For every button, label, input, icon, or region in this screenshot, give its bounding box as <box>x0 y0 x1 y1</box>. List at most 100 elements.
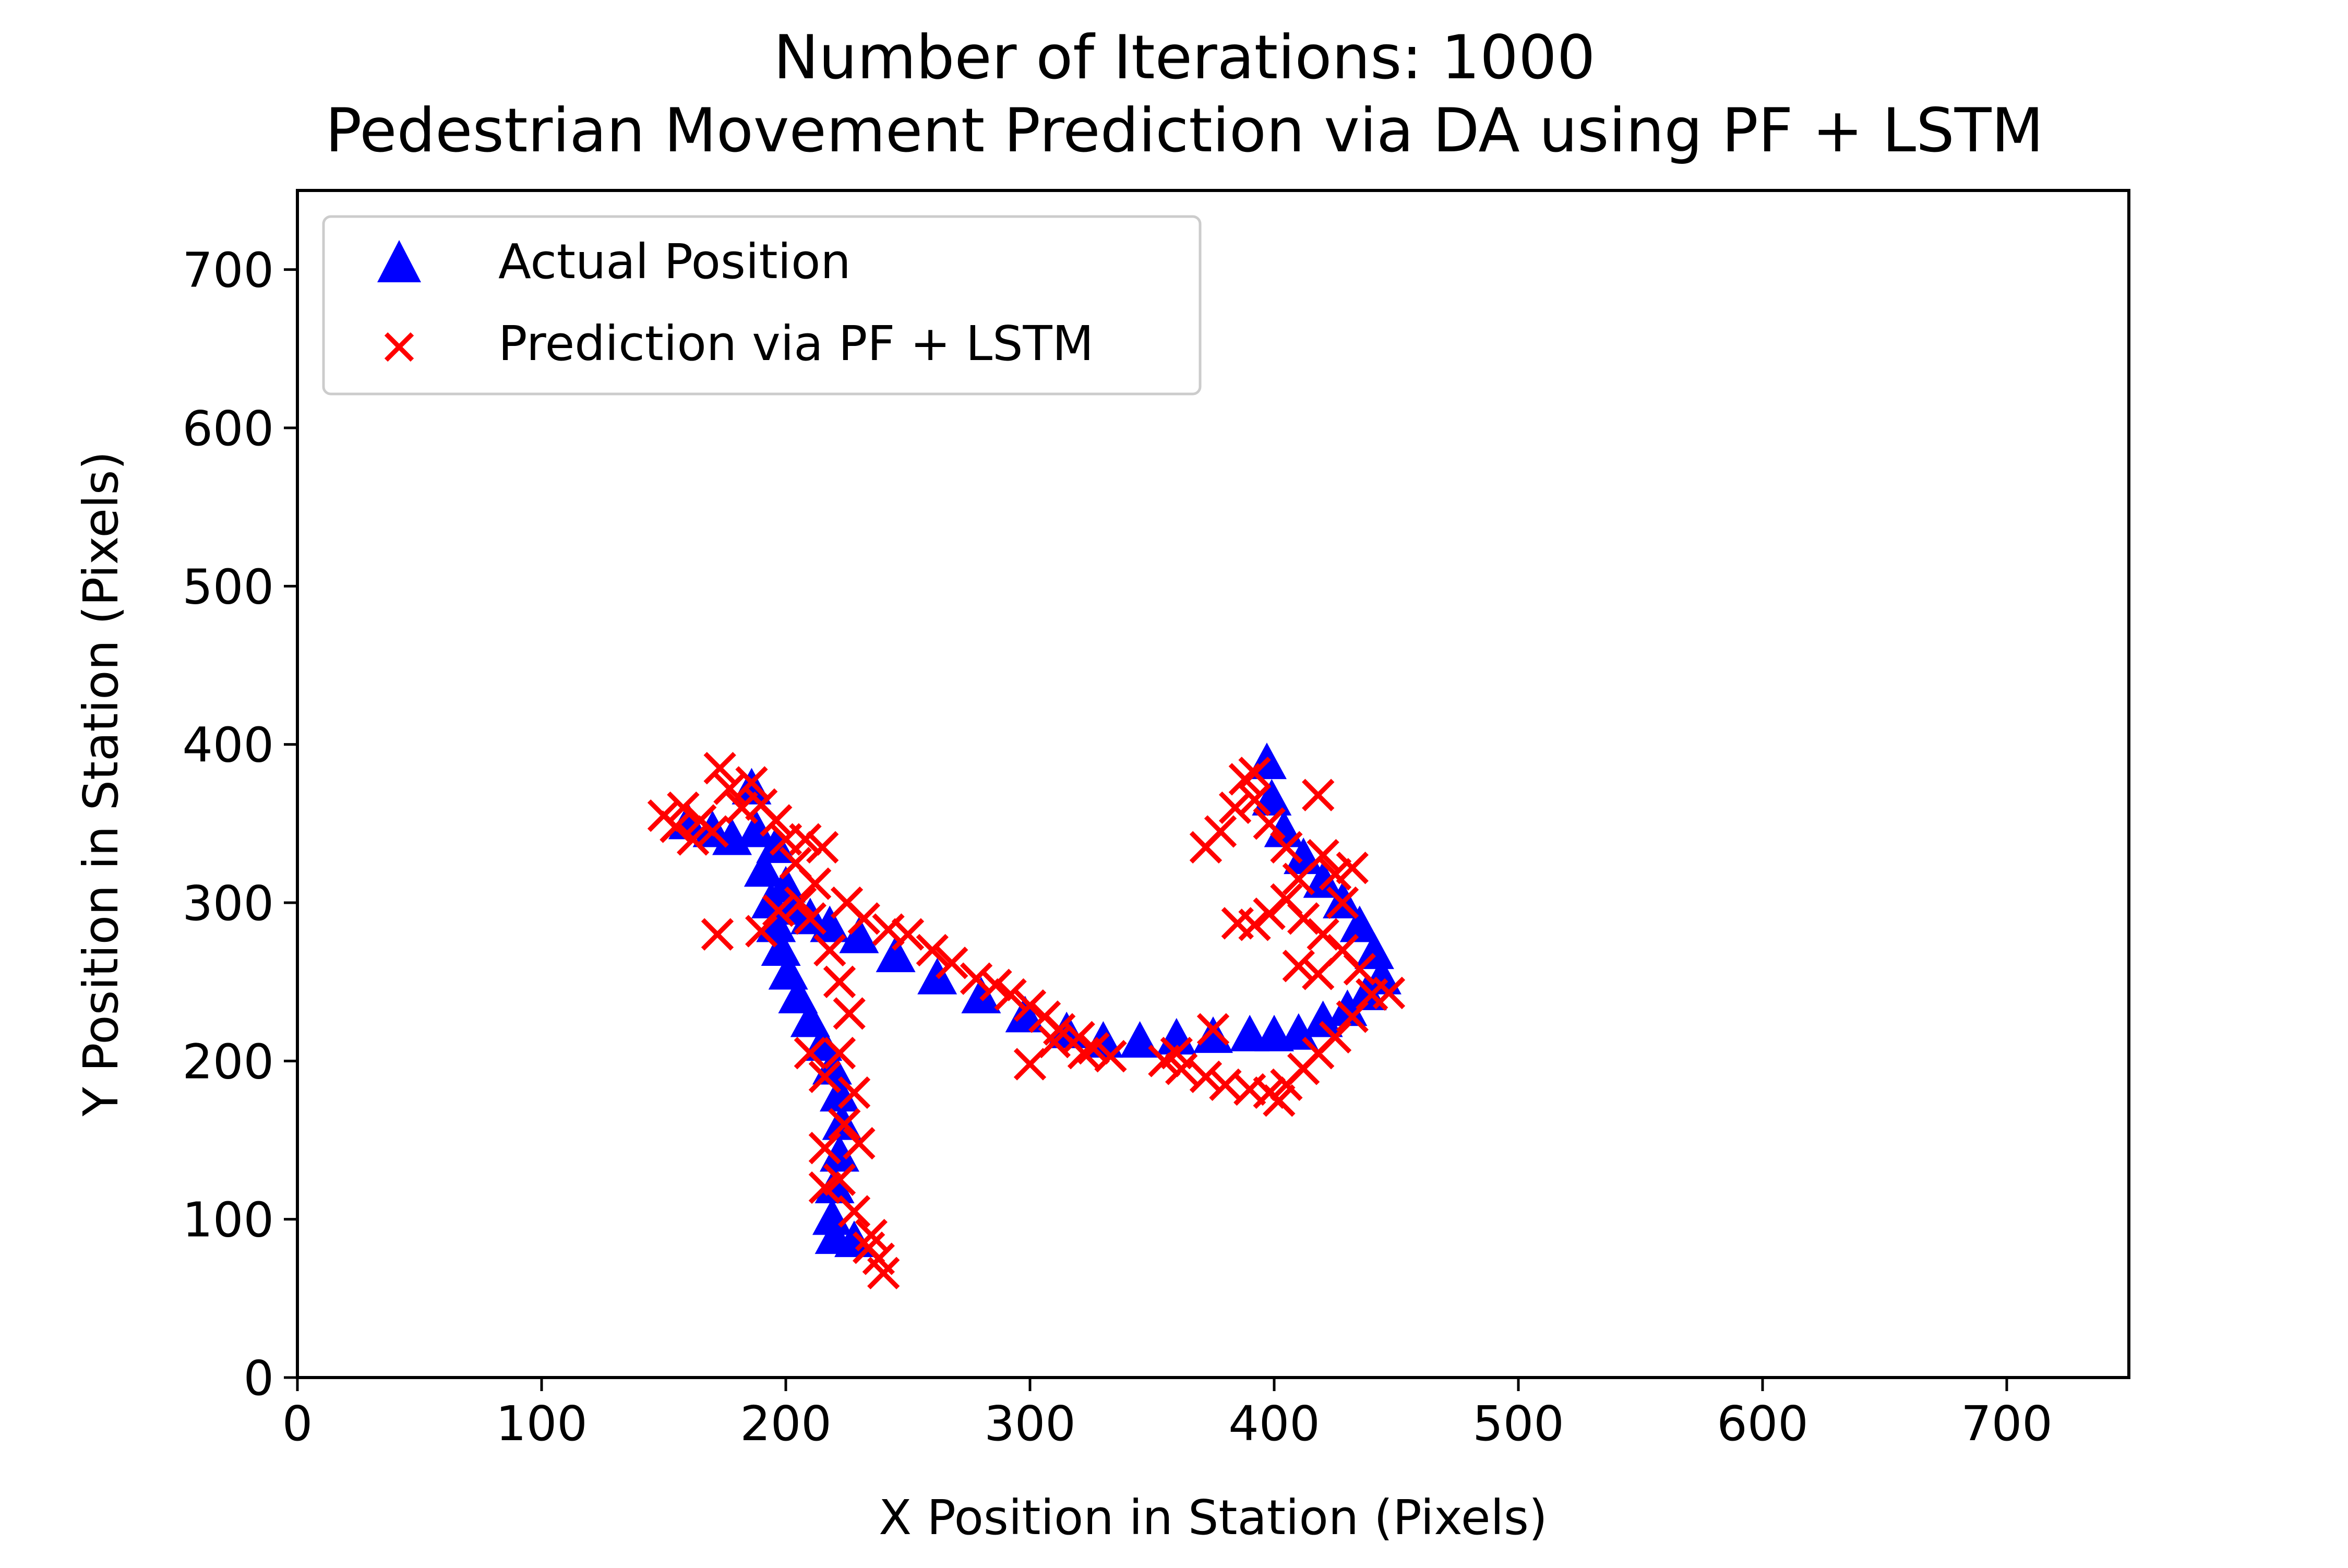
prediction-point <box>891 918 925 951</box>
prediction-stroke <box>1343 953 1376 986</box>
prediction-stroke <box>701 918 734 951</box>
prediction-stroke <box>1302 779 1335 811</box>
prediction-point <box>1013 989 1047 1022</box>
actual-position-point <box>761 929 801 966</box>
legend-label-prediction: Prediction via PF + LSTM <box>498 316 1094 372</box>
prediction-stroke <box>1282 950 1315 983</box>
prediction-point <box>1336 852 1369 884</box>
prediction-point <box>936 947 968 979</box>
prediction-point <box>1307 918 1339 951</box>
prediction-point <box>808 1131 842 1165</box>
actual-position-point <box>778 977 818 1013</box>
y-tick-label: 700 <box>182 243 274 298</box>
actual-position-point <box>1327 989 1368 1026</box>
marks-layer <box>647 743 1406 1289</box>
prediction-stroke <box>916 933 949 967</box>
prediction-point <box>1319 1021 1352 1054</box>
prediction-stroke <box>784 886 817 919</box>
prediction-stroke <box>843 1127 876 1160</box>
prediction-stroke <box>1160 1036 1193 1070</box>
prediction-stroke <box>1319 858 1352 891</box>
prediction-point <box>994 978 1027 1011</box>
y-tick-label: 500 <box>182 559 274 615</box>
prediction-point <box>1067 1036 1100 1070</box>
prediction-stroke <box>794 1036 826 1070</box>
y-tick-label: 200 <box>182 1034 274 1090</box>
prediction-point <box>760 804 793 837</box>
prediction-point <box>676 823 710 856</box>
actual-position-point <box>961 977 1001 1013</box>
x-tick-label: 700 <box>1961 1396 2053 1452</box>
prediction-stroke <box>1038 1025 1071 1059</box>
prediction-stroke <box>960 962 993 995</box>
prediction-point <box>823 965 856 998</box>
prediction-stroke <box>833 997 866 1030</box>
prediction-stroke <box>1372 976 1406 1010</box>
x-tick-label: 500 <box>1472 1396 1564 1452</box>
prediction-stroke <box>760 804 793 837</box>
prediction-point <box>806 831 839 864</box>
prediction-stroke <box>855 1218 888 1252</box>
prediction-stroke <box>745 915 778 948</box>
actual-position-point <box>834 1220 874 1258</box>
prediction-stroke <box>798 867 832 900</box>
prediction-point <box>794 902 826 935</box>
prediction-stroke <box>1218 791 1252 824</box>
prediction-point <box>713 772 746 805</box>
prediction-stroke <box>828 1108 861 1141</box>
prediction-point <box>1263 1084 1296 1117</box>
actual-position-point <box>1303 861 1343 898</box>
y-tick-label: 600 <box>182 401 274 457</box>
prediction-stroke <box>891 918 925 951</box>
prediction-stroke <box>745 788 778 821</box>
actual-position-point <box>790 1000 830 1037</box>
actual-position-point <box>839 916 879 953</box>
prediction-point <box>762 894 795 927</box>
actual-position-point <box>876 936 916 973</box>
actual-position-point <box>1339 905 1380 942</box>
prediction-point <box>703 751 736 785</box>
prediction-point <box>837 1195 871 1228</box>
prediction-stroke <box>1253 897 1286 930</box>
prediction-stroke <box>823 1036 856 1070</box>
prediction-point <box>1218 791 1252 824</box>
prediction-stroke <box>813 933 846 967</box>
prediction-point <box>1038 1025 1071 1059</box>
prediction-stroke <box>1013 989 1047 1022</box>
prediction-point <box>872 913 905 946</box>
x-tick-label: 0 <box>282 1396 313 1452</box>
prediction-stroke <box>979 968 1012 1001</box>
prediction-point <box>789 823 822 856</box>
prediction-point <box>867 1256 900 1289</box>
prediction-point <box>1228 763 1262 796</box>
prediction-point <box>813 933 846 967</box>
prediction-point <box>1282 950 1315 983</box>
prediction-point <box>1253 897 1286 930</box>
prediction-stroke <box>867 1256 900 1289</box>
prediction-point <box>1189 831 1223 864</box>
prediction-point <box>833 997 866 1030</box>
plot-frame <box>296 189 2130 1379</box>
legend-box <box>322 215 1202 396</box>
prediction-stroke <box>1238 757 1271 789</box>
prediction-stroke <box>1196 1013 1230 1046</box>
prediction-stroke <box>1189 1060 1223 1093</box>
prediction-point <box>1319 858 1352 891</box>
y-tick-label: 300 <box>182 876 274 931</box>
prediction-point <box>794 1036 826 1070</box>
prediction-point <box>1160 1036 1193 1070</box>
legend-label-actual: Actual Position <box>498 234 851 290</box>
prediction-point <box>1282 863 1315 895</box>
prediction-point <box>667 791 700 824</box>
prediction-stroke <box>1326 886 1359 919</box>
actual-position-point <box>736 810 776 847</box>
prediction-stroke <box>703 751 736 785</box>
prediction-stroke <box>1062 1021 1095 1054</box>
prediction-stroke <box>1165 1052 1198 1085</box>
x-tick-label: 600 <box>1717 1396 1808 1452</box>
prediction-stroke <box>823 965 856 998</box>
prediction-point <box>828 1108 861 1141</box>
ticks-layer: 0 100 200 300 400 500 600 700 0 100 200 300 400 500 60… <box>182 243 2052 1452</box>
prediction-point <box>843 1127 876 1160</box>
